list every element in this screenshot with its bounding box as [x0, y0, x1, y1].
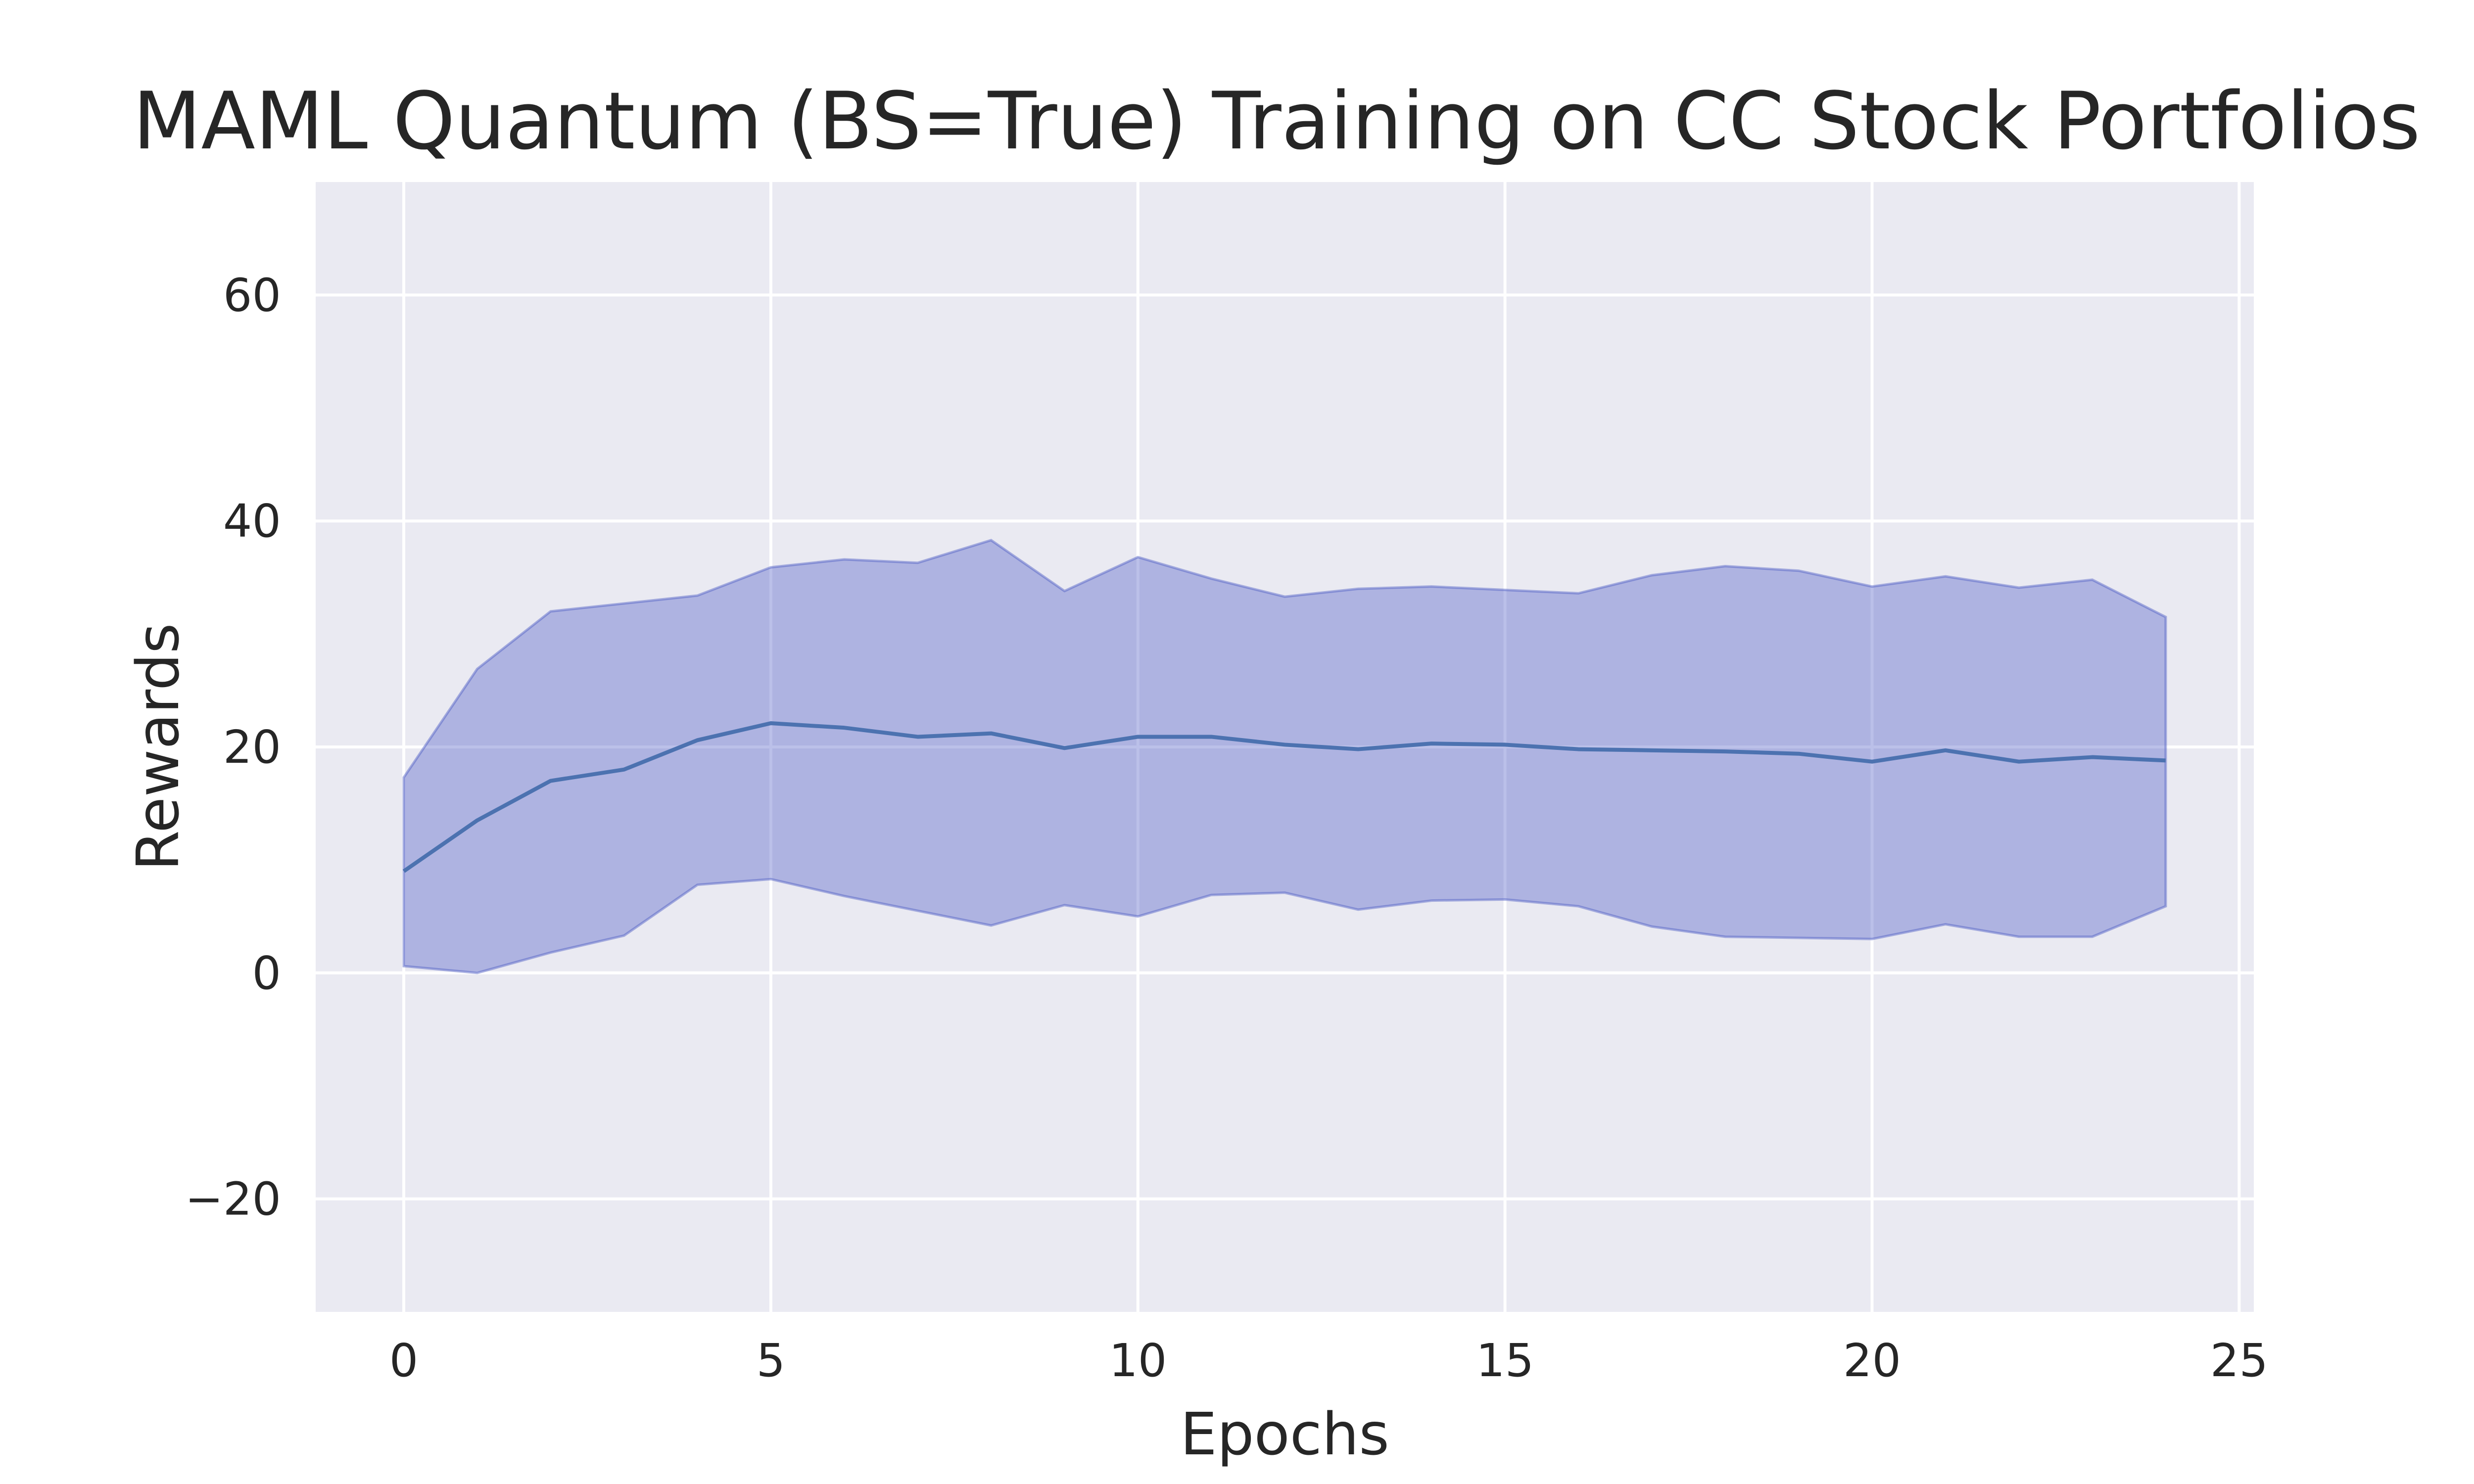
mean-reward-line: [402, 721, 2166, 873]
x-tick-label: 25: [2210, 1334, 2268, 1387]
y-tick-label: 60: [223, 269, 281, 322]
y-tick-label: 0: [252, 947, 281, 1000]
x-tick-label: 10: [1109, 1334, 1167, 1387]
y-tick-label: 40: [223, 495, 281, 548]
chart-title: MAML Quantum (BS=True) Training on CC St…: [133, 75, 2420, 167]
y-gridlines: [316, 293, 2254, 1201]
y-tick-label: 20: [223, 721, 281, 774]
x-tick-labels: 0 5 10 15 20 25: [389, 1334, 2268, 1387]
y-tick-label: −20: [185, 1173, 281, 1226]
x-tick-label: 0: [389, 1334, 419, 1387]
x-tick-label: 5: [757, 1334, 786, 1387]
x-axis-label: Epochs: [1180, 1400, 1389, 1468]
confidence-band: [402, 539, 2167, 974]
x-tick-label: 20: [1843, 1334, 1901, 1387]
series-layer: [402, 539, 2167, 974]
y-tick-labels: −20 0 20 40 60: [185, 269, 281, 1225]
y-axis-label: Rewards: [124, 623, 192, 871]
x-tick-label: 15: [1476, 1334, 1534, 1387]
